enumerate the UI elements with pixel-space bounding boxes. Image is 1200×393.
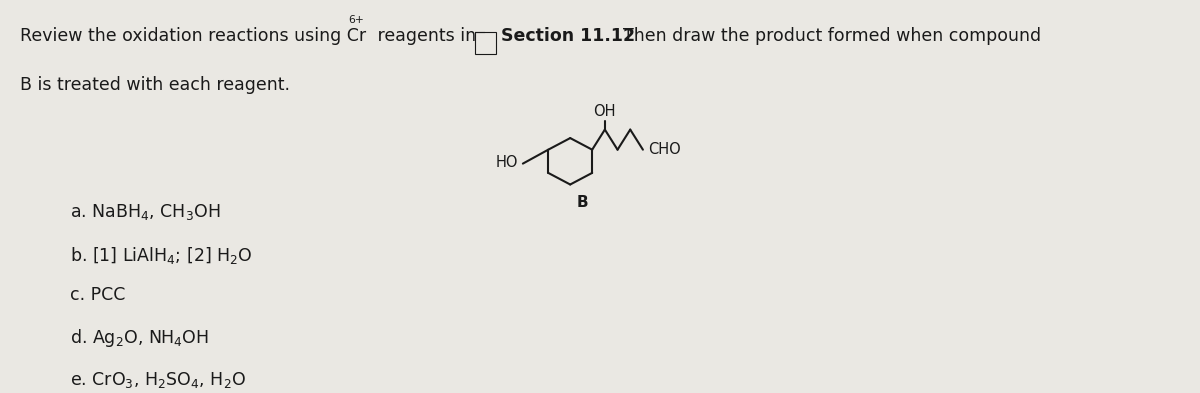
Text: reagents in: reagents in: [372, 28, 481, 45]
Text: B: B: [576, 195, 588, 210]
Text: e. CrO$_3$, H$_2$SO$_4$, H$_2$O: e. CrO$_3$, H$_2$SO$_4$, H$_2$O: [70, 370, 246, 390]
Bar: [475, 32, 497, 54]
Text: CHO: CHO: [648, 142, 680, 157]
Text: Section 11.12: Section 11.12: [502, 28, 635, 45]
Text: a. NaBH$_4$, CH$_3$OH: a. NaBH$_4$, CH$_3$OH: [70, 202, 220, 222]
Text: . Then draw the product formed when compound: . Then draw the product formed when comp…: [612, 28, 1042, 45]
Text: d. Ag$_2$O, NH$_4$OH: d. Ag$_2$O, NH$_4$OH: [70, 327, 209, 349]
Text: b. [1] LiAlH$_4$; [2] H$_2$O: b. [1] LiAlH$_4$; [2] H$_2$O: [70, 245, 252, 266]
Text: OH: OH: [594, 104, 616, 119]
Text: c. PCC: c. PCC: [70, 286, 125, 304]
Text: Review the oxidation reactions using Cr: Review the oxidation reactions using Cr: [19, 28, 366, 45]
Text: HO: HO: [496, 155, 518, 170]
Text: 6+: 6+: [348, 15, 364, 25]
Text: B is treated with each reagent.: B is treated with each reagent.: [19, 75, 289, 94]
